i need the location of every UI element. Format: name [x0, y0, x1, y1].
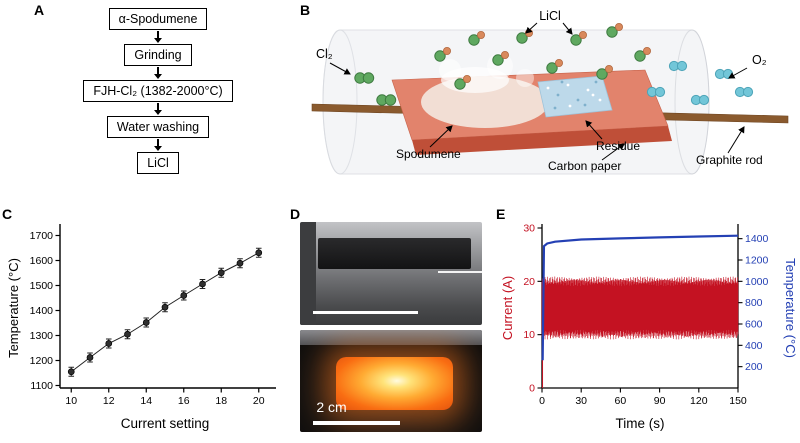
o2-molecule-icon — [646, 86, 666, 98]
panel-b-annotations: LiCl Cl₂ O₂ Spodumene Residue Carbon pap… — [316, 9, 767, 173]
svg-text:1500: 1500 — [30, 280, 54, 292]
licl-molecule-icon — [570, 30, 587, 46]
scale-bar — [312, 421, 401, 425]
flow-arrow-icon — [154, 30, 162, 44]
licl-molecule-icon — [634, 46, 651, 62]
svg-text:16: 16 — [178, 395, 190, 407]
cl2-molecule-icon — [376, 94, 397, 106]
o2-molecule-icon — [690, 94, 710, 106]
panel-b-illustration: LiCl Cl₂ O₂ Spodumene Residue Carbon pap… — [311, 9, 789, 175]
clamp-block — [300, 222, 317, 325]
furnace-edge — [300, 329, 482, 345]
panel-d-label: D — [290, 206, 301, 222]
panel-d-photos: 2 cm — [300, 222, 482, 432]
o2-label: O₂ — [752, 53, 767, 67]
flow-arrow-icon — [154, 138, 162, 152]
o2-molecules — [646, 60, 754, 106]
scale-bar — [312, 310, 419, 315]
residue-label: Residue — [596, 139, 640, 153]
svg-text:Temperature (°C): Temperature (°C) — [783, 258, 798, 358]
flow-step-alpha-spodumene: α-Spodumene — [108, 8, 208, 30]
graphite-rod-label: Graphite rod — [696, 153, 763, 167]
svg-text:1200: 1200 — [745, 255, 769, 267]
flow-step-grinding: Grinding — [124, 44, 192, 66]
svg-text:120: 120 — [690, 395, 708, 407]
svg-text:60: 60 — [615, 395, 627, 407]
panel-a-label: A — [34, 2, 45, 18]
glowing-sample — [336, 357, 453, 411]
svg-text:1100: 1100 — [30, 380, 53, 392]
svg-text:10: 10 — [523, 329, 535, 341]
photo-flash-heating: 2 cm — [300, 329, 482, 432]
licl-molecule-icon — [454, 74, 471, 90]
svg-text:150: 150 — [729, 395, 747, 407]
svg-text:20: 20 — [253, 395, 265, 407]
residue-sample — [537, 75, 613, 118]
flow-arrow-icon — [154, 66, 162, 80]
licl-label: LiCl — [539, 9, 561, 23]
svg-text:Current setting: Current setting — [121, 416, 210, 431]
panel-c-label: C — [2, 206, 13, 222]
flow-arrow-icon — [154, 102, 162, 116]
svg-text:1700: 1700 — [30, 230, 54, 242]
licl-molecule-icon — [596, 64, 613, 80]
flow-step-water-washing: Water washing — [106, 116, 210, 138]
svg-text:Temperature (°C): Temperature (°C) — [6, 258, 21, 358]
cl2-molecule-icon — [354, 72, 375, 84]
svg-text:800: 800 — [745, 297, 763, 309]
carbon-paper-label: Carbon paper — [548, 159, 621, 173]
svg-text:400: 400 — [745, 340, 763, 352]
licl-molecule-icon — [434, 46, 451, 62]
panel-b-label: B — [300, 2, 311, 18]
svg-text:90: 90 — [654, 395, 666, 407]
svg-text:1600: 1600 — [30, 255, 54, 267]
pointer-line — [438, 271, 482, 274]
o2-molecule-icon — [734, 86, 754, 98]
svg-text:20: 20 — [523, 276, 535, 288]
o2-molecule-icon — [668, 60, 688, 72]
svg-text:200: 200 — [745, 361, 763, 373]
licl-molecule-icon — [546, 58, 563, 74]
cl2-label: Cl₂ — [316, 47, 333, 61]
svg-text:30: 30 — [575, 395, 587, 407]
svg-text:Current (A): Current (A) — [500, 276, 515, 340]
panel-e-chart: 0 10 20 30 200 400 600 800 1000 1200 1400 0 30 60 90 12… — [500, 223, 798, 432]
svg-text:30: 30 — [523, 223, 535, 235]
svg-text:0: 0 — [539, 395, 545, 407]
svg-text:Time (s): Time (s) — [616, 416, 665, 431]
svg-text:600: 600 — [745, 319, 763, 331]
svg-text:0: 0 — [529, 383, 535, 395]
panel-c-chart: 1100 1200 1300 1400 1500 1600 1700 10 12 14 16 18 20… — [6, 224, 276, 431]
panel-e-label: E — [496, 206, 506, 222]
process-flowchart: α-Spodumene Grinding FJH-Cl₂ (1382-2000°… — [66, 8, 250, 174]
flow-step-licl: LiCl — [137, 152, 179, 174]
svg-text:1400: 1400 — [30, 305, 54, 317]
photo-carbon-paper — [300, 222, 482, 325]
svg-text:1400: 1400 — [745, 233, 769, 245]
svg-text:10: 10 — [65, 395, 77, 407]
scale-label: 2 cm — [316, 398, 347, 415]
carbon-paper-strip — [318, 238, 472, 270]
svg-text:14: 14 — [140, 395, 152, 407]
svg-text:1300: 1300 — [30, 330, 54, 342]
flow-step-fjh-cl2: FJH-Cl₂ (1382-2000°C) — [83, 80, 233, 102]
svg-text:1000: 1000 — [745, 276, 769, 288]
svg-text:12: 12 — [103, 395, 115, 407]
licl-molecule-icon — [606, 22, 623, 38]
licl-molecule-icon — [468, 30, 485, 46]
spodumene-label: Spodumene — [396, 147, 461, 161]
svg-text:1200: 1200 — [30, 355, 54, 367]
cl2-molecules — [354, 72, 397, 106]
svg-text:18: 18 — [215, 395, 227, 407]
licl-molecule-icon — [492, 50, 509, 66]
